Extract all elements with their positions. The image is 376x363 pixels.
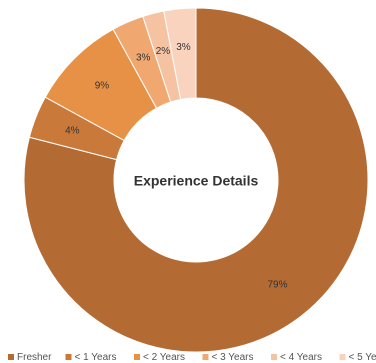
slice-label-2: 9% [95,81,110,92]
legend: Fresher < 1 Years < 2 Years < 3 Years < 4 Ye… [8,352,376,363]
legend-item-3: < 3 Years [202,352,254,363]
legend-item-4: < 4 Years [271,352,322,363]
legend-label-4: < 4 Years [280,352,322,363]
legend-label-5: < 5 Years [349,352,376,363]
slice-0 [23,7,369,353]
legend-label-2: < 2 Years [143,352,185,363]
legend-swatch-1 [65,354,72,360]
legend-item-0: Fresher [8,352,52,363]
slice-labels-group: 79% 4% 9% 3% 2% 3% [65,42,288,291]
slice-label-0: 79% [268,280,288,291]
slice-label-1: 4% [65,126,80,137]
legend-label-1: < 1 Years [75,352,117,363]
chart-title: Experience Details [134,173,259,189]
legend-swatch-3 [202,354,209,360]
legend-swatch-2 [134,354,140,360]
legend-item-5: < 5 Years [339,352,376,363]
legend-item-1: < 1 Years [65,352,117,363]
legend-label-3: < 3 Years [212,352,254,363]
slice-5 [163,7,197,101]
slice-label-3: 3% [136,53,151,64]
slices-group [23,7,369,353]
slice-label-4: 2% [156,46,171,57]
slice-label-5: 3% [176,42,191,53]
legend-swatch-0 [8,354,14,360]
legend-swatch-5 [339,354,346,360]
legend-item-2: < 2 Years [134,352,185,363]
legend-label-0: Fresher [17,352,52,363]
legend-swatch-4 [271,354,277,360]
